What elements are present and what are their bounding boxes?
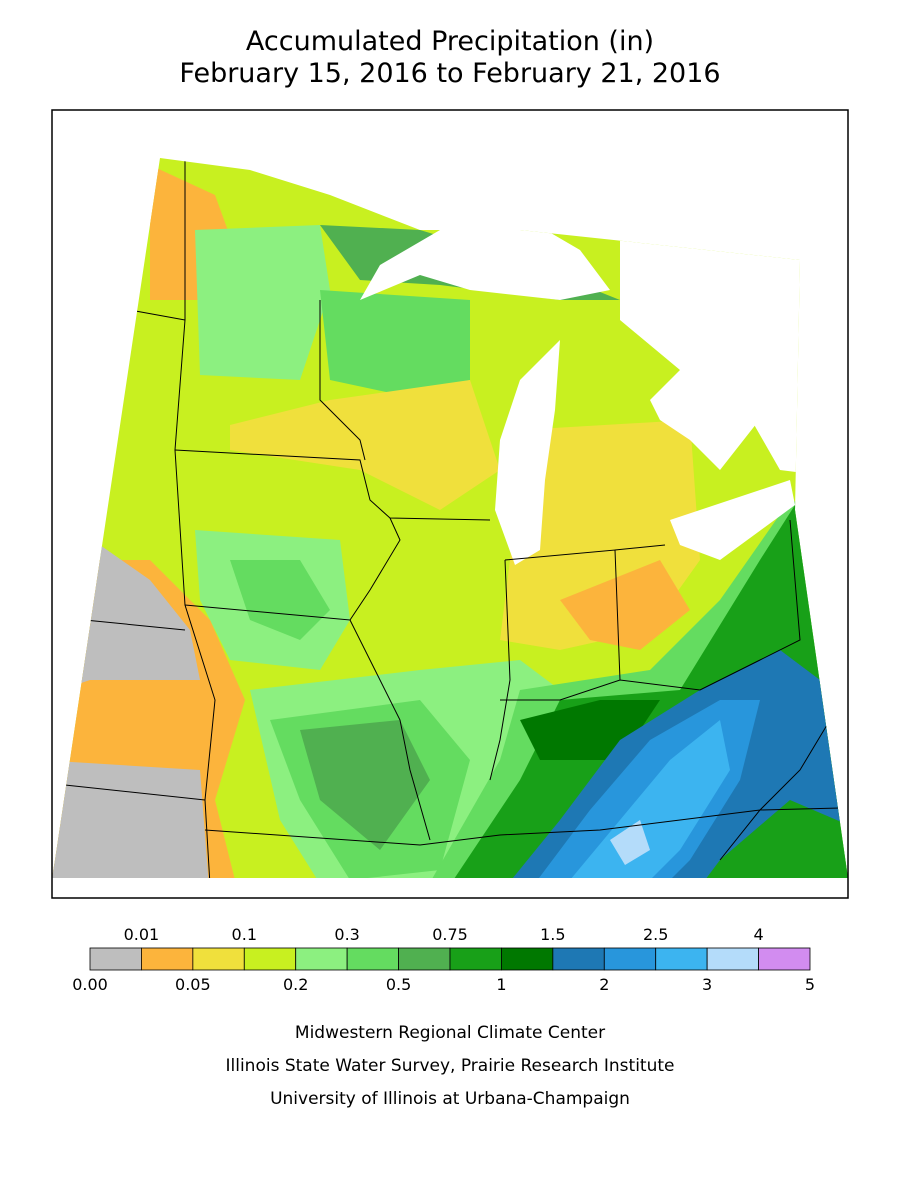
precip-map bbox=[52, 158, 848, 878]
legend-swatch bbox=[398, 947, 451, 971]
legend-label: 1 bbox=[496, 975, 506, 994]
state-borders bbox=[64, 160, 841, 878]
legend-swatch bbox=[758, 947, 811, 971]
credit: University of Illinois at Urbana-Champai… bbox=[270, 1089, 630, 1109]
subtitle: February 15, 2016 to February 21, 2016 bbox=[179, 58, 720, 89]
legend-label: 0.05 bbox=[175, 975, 211, 994]
legend-swatch bbox=[501, 947, 554, 971]
legend-swatch bbox=[603, 947, 657, 971]
legend-swatch bbox=[706, 947, 759, 971]
title: Accumulated Precipitation (in) bbox=[246, 26, 654, 57]
legend-label: 4 bbox=[753, 925, 763, 944]
legend-label: 0.75 bbox=[432, 925, 468, 944]
credit: Midwestern Regional Climate Center bbox=[295, 1023, 605, 1043]
legend-swatch bbox=[243, 947, 297, 971]
legend-label: 3 bbox=[702, 975, 712, 994]
legend: 0.01 0.1 0.3 0.75 1.5 2.5 4 0.00 0.05 0.2 0.5 1 2 3 5 bbox=[72, 925, 815, 994]
legend-label: 0.2 bbox=[283, 975, 308, 994]
legend-swatch bbox=[552, 947, 605, 971]
credit: Illinois State Water Survey, Prairie Res… bbox=[226, 1056, 675, 1076]
map-frame bbox=[51, 109, 849, 899]
legend-swatch bbox=[655, 947, 708, 971]
legend-swatch bbox=[141, 947, 194, 971]
legend-label: 2 bbox=[599, 975, 609, 994]
legend-label: 0.3 bbox=[334, 925, 359, 944]
legend-label: 0.00 bbox=[72, 975, 108, 994]
legend-swatch bbox=[449, 947, 502, 971]
legend-swatch bbox=[346, 947, 399, 971]
legend-label: 1.5 bbox=[540, 925, 565, 944]
legend-label: 5 bbox=[805, 975, 815, 994]
legend-label: 2.5 bbox=[643, 925, 668, 944]
legend-label: 0.01 bbox=[124, 925, 160, 944]
legend-swatch bbox=[89, 947, 142, 971]
legend-swatch bbox=[192, 947, 245, 971]
legend-swatch bbox=[295, 947, 348, 971]
legend-label: 0.5 bbox=[386, 975, 411, 994]
legend-label: 0.1 bbox=[232, 925, 257, 944]
